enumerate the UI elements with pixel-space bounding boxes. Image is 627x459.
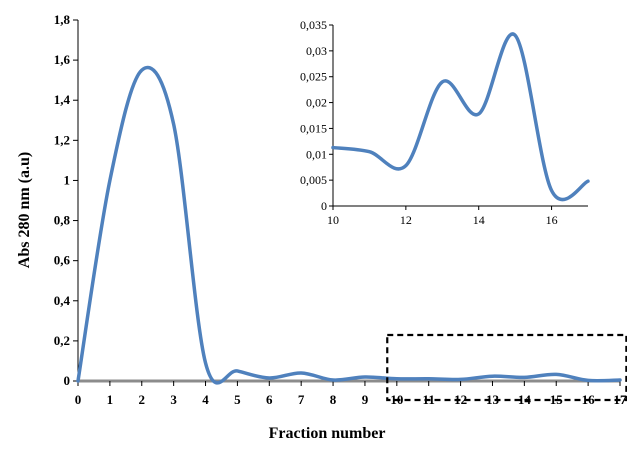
y-tick-label: 0,2 xyxy=(54,333,70,348)
x-tick-label: 7 xyxy=(298,392,305,407)
x-tick-label: 12 xyxy=(454,392,467,407)
highlight-box xyxy=(386,333,627,402)
y-tick-label: 1,8 xyxy=(54,12,71,27)
inset-series-line xyxy=(331,32,590,202)
inset-y-tick-label: 0,01 xyxy=(306,147,327,161)
inset-x-tick-label: 12 xyxy=(400,213,412,227)
inset-y-tick-label: 0,035 xyxy=(300,18,327,32)
inset-y-tick-label: 0,03 xyxy=(306,44,327,58)
inset-x-tick-label: 14 xyxy=(473,213,485,227)
y-tick-label: 0,8 xyxy=(54,213,71,228)
y-tick-label: 0,4 xyxy=(54,293,71,308)
x-tick-label: 13 xyxy=(486,392,500,407)
x-tick-label: 0 xyxy=(75,392,82,407)
x-tick-label: 6 xyxy=(266,392,273,407)
series-line xyxy=(76,65,622,385)
x-tick-label: 4 xyxy=(202,392,209,407)
inset-y-tick-label: 0,025 xyxy=(300,70,327,84)
inset-x-tick-label: 10 xyxy=(327,213,339,227)
y-tick-label: 0 xyxy=(64,373,71,388)
y-tick-label: 1,6 xyxy=(54,52,71,67)
inset-x-tick-label: 16 xyxy=(546,213,558,227)
main-plot: 00,20,40,60,811,21,41,61,80 1 2 3 4 5 6 7 8 9 10 11… xyxy=(54,12,627,407)
x-tick-label: 3 xyxy=(170,392,177,407)
x-tick-label: 9 xyxy=(362,392,369,407)
y-tick-label: 0,6 xyxy=(54,253,71,268)
y-tick-label: 1,4 xyxy=(54,92,71,107)
x-tick-label: 8 xyxy=(330,392,337,407)
inset-plot: 0 0,005 0,01 0,015 0,02 0,025 0,03 0,035 10 12 14 1… xyxy=(300,18,590,227)
x-tick-label: 1 xyxy=(107,392,114,407)
inset-y-tick-label: 0 xyxy=(321,199,327,213)
inset-y-tick-label: 0,02 xyxy=(306,96,327,110)
inset-y-tick-label: 0,015 xyxy=(300,121,327,135)
y-tick-label: 1 xyxy=(64,172,71,187)
y-axis-title: Abs 280 nm (a.u) xyxy=(16,152,33,268)
x-axis-title: Fraction number xyxy=(269,425,386,442)
x-tick-label: 2 xyxy=(139,392,146,407)
inset-y-tick-label: 0,005 xyxy=(300,173,327,187)
x-tick-label: 5 xyxy=(234,392,241,407)
y-tick-label: 1,2 xyxy=(54,132,70,147)
